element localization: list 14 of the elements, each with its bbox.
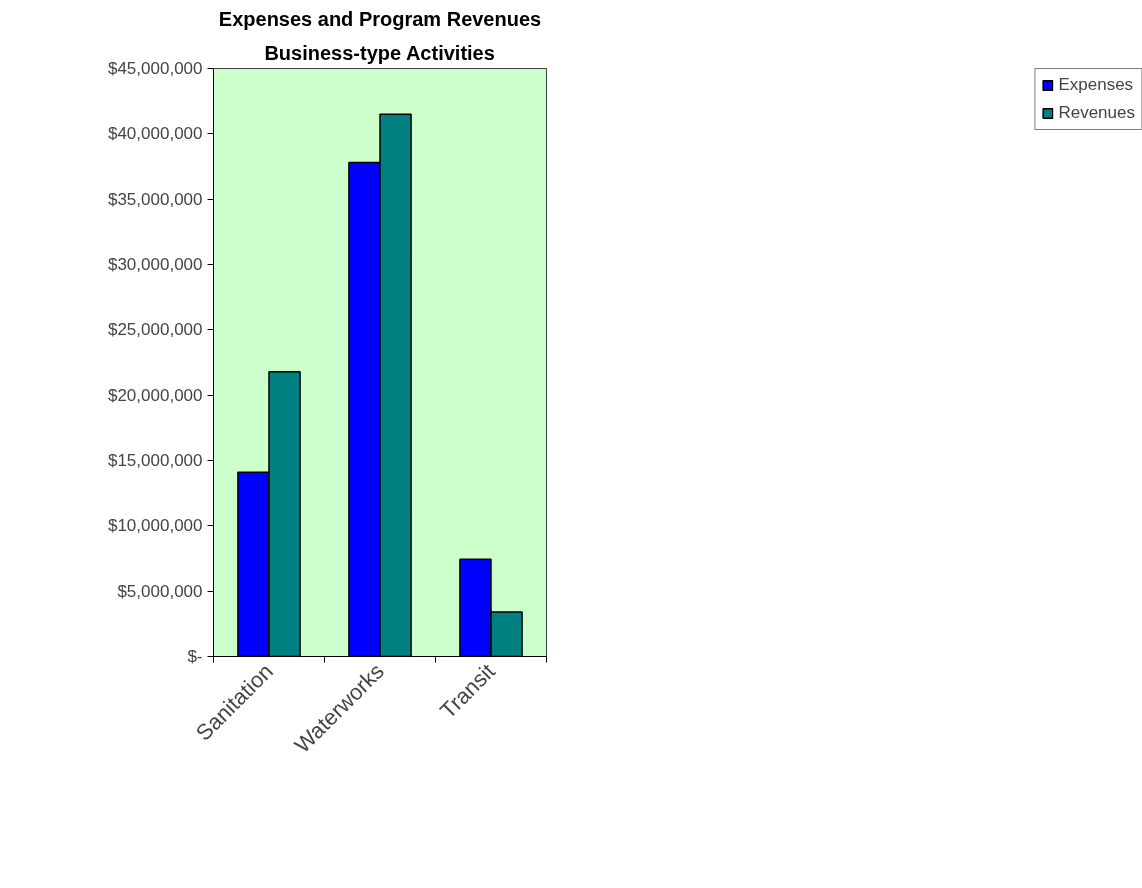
legend-label: Revenues <box>1058 103 1135 123</box>
y-tick-label: $5,000,000 <box>117 581 203 601</box>
y-tick-label: $15,000,000 <box>107 451 203 470</box>
chart-subtitle: Business-type Activities <box>264 41 495 64</box>
y-tick-label: $25,000,000 <box>107 320 203 340</box>
y-tick-label: $20,000,000 <box>107 385 203 405</box>
y-tick-label: $45,000,000 <box>107 59 203 78</box>
y-tick-label: $40,000,000 <box>107 124 203 144</box>
y-tick-label: $30,000,000 <box>107 255 203 274</box>
legend-label: Expenses <box>1058 75 1134 95</box>
y-tick-label: $10,000,000 <box>107 516 203 536</box>
chart-title: Expenses and Program Revenues <box>218 7 542 30</box>
y-tick-label: $- <box>187 647 203 666</box>
y-tick-label: $35,000,000 <box>107 189 203 209</box>
